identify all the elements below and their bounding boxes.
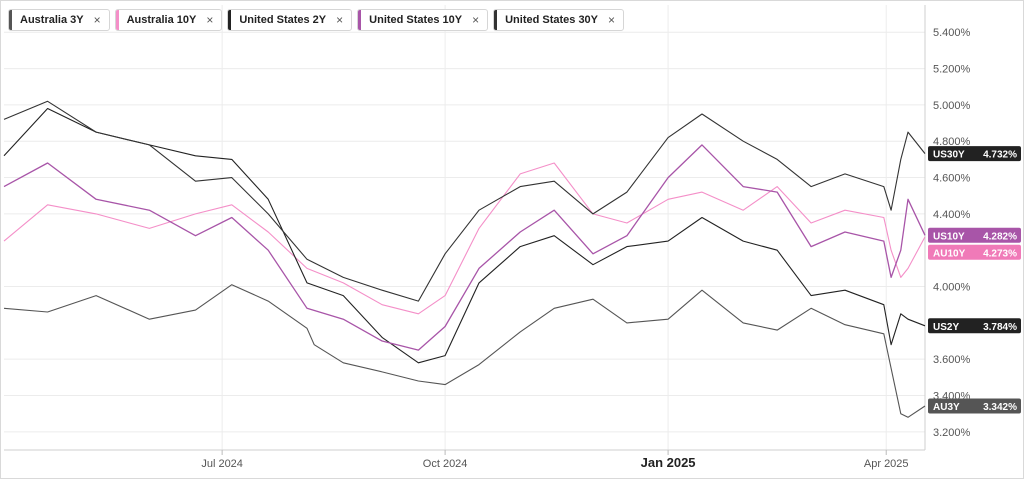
- legend-chip-australia-10y[interactable]: Australia 10Y ×: [114, 9, 223, 31]
- tag-background: [928, 227, 1021, 243]
- x-tick-label: Apr 2025: [864, 458, 909, 470]
- series-line-au3y: [3, 284, 926, 418]
- x-tick-label: Jan 2025: [641, 455, 696, 470]
- legend-swatch: [228, 10, 232, 30]
- axis-layer: 3.200%3.400%3.600%4.000%4.400%4.600%4.80…: [4, 5, 971, 470]
- y-tick-label: 4.600%: [933, 173, 971, 185]
- tag-last-value: 4.732%: [983, 150, 1017, 161]
- y-tick-label: 3.600%: [933, 354, 971, 366]
- tag-last-value: 3.342%: [983, 402, 1017, 413]
- legend-label: United States 30Y: [505, 14, 599, 26]
- legend-swatch: [494, 10, 498, 30]
- legend-label: United States 10Y: [369, 14, 463, 26]
- series-layer: [3, 100, 926, 418]
- tag-series-code: AU3Y: [933, 402, 960, 413]
- y-tick-label: 5.200%: [933, 64, 971, 76]
- last-value-tag-us10y: US10Y 4.282%: [928, 227, 1021, 243]
- series-legend: Australia 3Y × Australia 10Y × United St…: [8, 9, 625, 31]
- y-tick-label: 4.400%: [933, 209, 971, 221]
- tag-background: [928, 398, 1021, 414]
- last-value-tag-us30y: US30Y 4.732%: [928, 146, 1021, 162]
- tag-series-code: US2Y: [933, 322, 959, 333]
- close-icon[interactable]: ×: [206, 13, 214, 27]
- legend-label: United States 2Y: [239, 14, 327, 26]
- last-value-tag-au10y: AU10Y 4.273%: [928, 244, 1021, 260]
- close-icon[interactable]: ×: [472, 13, 480, 27]
- last-value-tag-us2y: US2Y 3.784%: [928, 318, 1021, 334]
- last-value-tags: US30Y 4.732% US10Y 4.282% AU10Y 4.273% US2Y 3.7…: [928, 146, 1021, 414]
- y-tick-label: 5.000%: [933, 100, 971, 112]
- close-icon[interactable]: ×: [93, 13, 101, 27]
- y-tick-label: 3.200%: [933, 427, 971, 439]
- tag-last-value: 4.273%: [983, 248, 1017, 259]
- legend-label: Australia 3Y: [20, 14, 84, 26]
- series-line-us2y: [3, 107, 926, 364]
- legend-swatch: [9, 10, 12, 30]
- tag-background: [928, 146, 1021, 162]
- tag-background: [928, 318, 1021, 334]
- grid-layer: [4, 5, 925, 450]
- close-icon[interactable]: ×: [608, 13, 616, 27]
- legend-chip-united-states-30y[interactable]: United States 30Y ×: [493, 9, 625, 31]
- y-tick-label: 4.000%: [933, 282, 971, 294]
- legend-chip-united-states-2y[interactable]: United States 2Y ×: [227, 9, 353, 31]
- legend-chip-united-states-10y[interactable]: United States 10Y ×: [357, 9, 489, 31]
- series-line-us10y: [3, 144, 926, 351]
- tag-last-value: 3.784%: [983, 322, 1017, 333]
- tag-last-value: 4.282%: [983, 231, 1017, 242]
- legend-label: Australia 10Y: [126, 14, 197, 26]
- last-value-tag-au3y: AU3Y 3.342%: [928, 398, 1021, 414]
- close-icon[interactable]: ×: [336, 13, 344, 27]
- legend-swatch: [358, 10, 362, 30]
- series-line-au10y: [3, 162, 926, 315]
- legend-swatch: [115, 10, 119, 30]
- x-tick-label: Jul 2024: [201, 458, 243, 470]
- tag-series-code: US30Y: [933, 150, 965, 161]
- x-tick-label: Oct 2024: [423, 458, 468, 470]
- tag-series-code: US10Y: [933, 231, 965, 242]
- tag-background: [928, 244, 1021, 260]
- tag-series-code: AU10Y: [933, 248, 966, 259]
- legend-chip-australia-3y[interactable]: Australia 3Y ×: [8, 9, 110, 31]
- series-line-us30y: [3, 100, 926, 302]
- y-tick-label: 4.800%: [933, 136, 971, 148]
- y-tick-label: 5.400%: [933, 27, 971, 39]
